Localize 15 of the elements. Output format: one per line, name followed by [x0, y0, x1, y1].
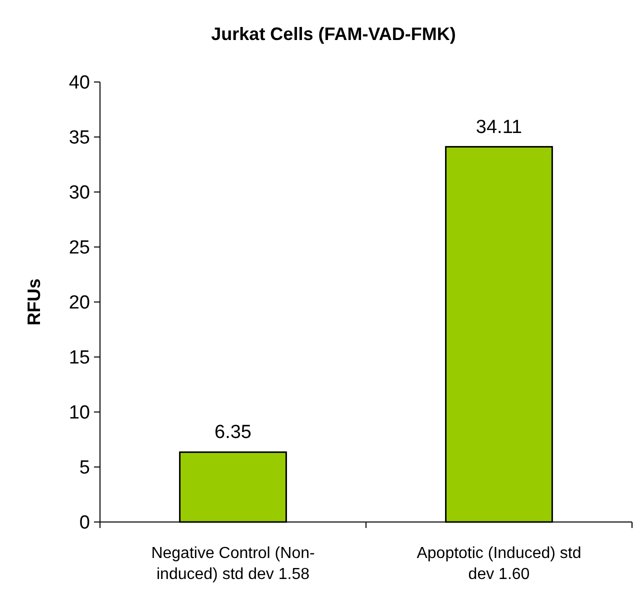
y-axis-title: RFUs: [24, 278, 44, 326]
y-tick-label: 10: [68, 402, 90, 424]
x-tick-label: Apoptotic (Induced) std dev 1.60: [416, 545, 582, 583]
chart-title: Jurkat Cells (FAM-VAD-FMK): [211, 24, 456, 44]
y-tick-label: 25: [68, 238, 90, 259]
y-tick-label: 35: [68, 128, 90, 149]
x-tick-label: Negative Control (Non-induced) std dev 1.58: [151, 545, 315, 583]
y-tick-label: 0: [79, 512, 90, 534]
y-tick-label: 5: [79, 458, 90, 479]
y-tick-label: 20: [68, 292, 90, 314]
data-label: 34.11: [476, 116, 522, 138]
y-tick-label: 40: [68, 72, 90, 94]
y-tick-label: 15: [68, 348, 90, 369]
y-tick-label: 30: [68, 182, 90, 204]
data-label: 6.35: [214, 422, 252, 444]
